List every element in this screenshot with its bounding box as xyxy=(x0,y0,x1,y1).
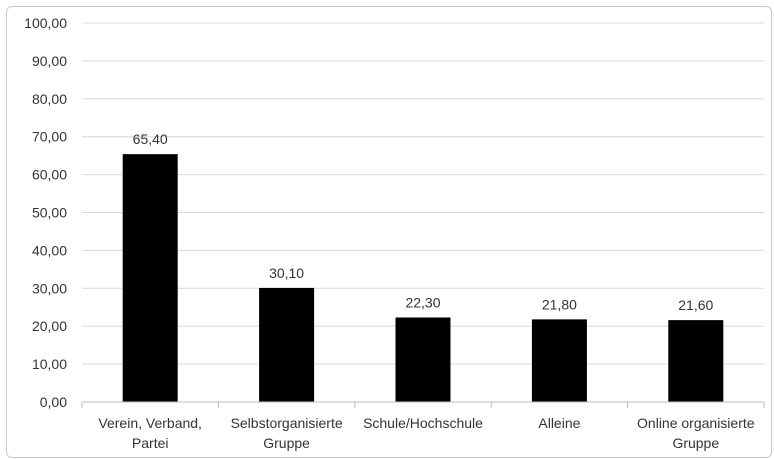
bars xyxy=(122,154,724,402)
y-tick-label: 100,00 xyxy=(24,15,67,31)
x-axis xyxy=(81,401,765,408)
y-tick-label: 50,00 xyxy=(32,205,67,221)
x-tick-label: Partei xyxy=(132,435,169,451)
x-tick-label: Selbstorganisierte xyxy=(231,415,343,431)
bar xyxy=(395,317,451,402)
y-axis-ticks: 0,00 10,00 20,00 30,00 40,00 50,00 60,00 70,00 8… xyxy=(24,15,67,410)
y-tick-label: 70,00 xyxy=(32,129,67,145)
bar xyxy=(122,154,178,402)
x-tick-label: Gruppe xyxy=(263,435,310,451)
y-tick-label: 20,00 xyxy=(32,318,67,334)
value-label: 21,80 xyxy=(542,296,577,312)
x-tick-label: Alleine xyxy=(538,415,580,431)
value-label: 65,40 xyxy=(133,131,168,147)
y-tick-label: 90,00 xyxy=(32,53,67,69)
x-tick-label: Online organisierte xyxy=(637,415,755,431)
x-tick-label: Gruppe xyxy=(672,435,719,451)
y-tick-label: 60,00 xyxy=(32,167,67,183)
bar xyxy=(259,287,315,402)
value-label: 21,60 xyxy=(678,297,713,313)
value-label: 22,30 xyxy=(405,294,440,310)
y-tick-label: 10,00 xyxy=(32,356,67,372)
value-label: 30,10 xyxy=(269,265,304,281)
y-tick-label: 80,00 xyxy=(32,91,67,107)
y-tick-label: 0,00 xyxy=(40,394,67,410)
y-tick-label: 40,00 xyxy=(32,242,67,258)
bar xyxy=(531,319,587,402)
x-tick-label: Verein, Verband, xyxy=(98,415,202,431)
gridlines xyxy=(82,22,764,365)
x-tick-label: Schule/Hochschule xyxy=(363,415,483,431)
bar xyxy=(668,320,724,402)
value-labels: 65,40 30,10 22,30 21,80 21,60 xyxy=(133,131,714,313)
x-axis-labels: Verein, Verband, Partei Selbstorganisierte… xyxy=(98,415,754,451)
y-tick-label: 30,00 xyxy=(32,280,67,296)
